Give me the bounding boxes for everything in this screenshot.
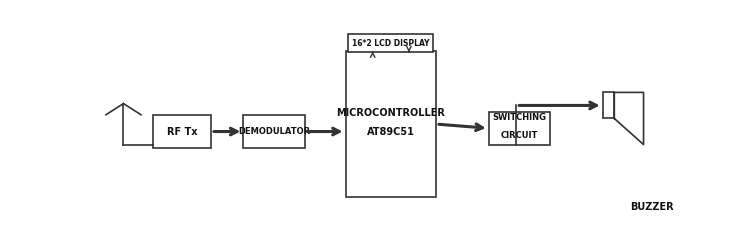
Bar [345,51,436,197]
Text: CIRCUIT: CIRCUIT [501,131,538,140]
Text: DEMODULATOR: DEMODULATOR [238,127,310,136]
Bar [244,115,305,148]
Bar [489,112,550,144]
Text: AT89C51: AT89C51 [367,127,415,136]
Bar [152,115,211,148]
Bar [348,34,433,52]
Text: SWITCHING: SWITCHING [492,113,547,121]
Text: 16*2 LCD DISPLAY: 16*2 LCD DISPLAY [352,38,430,47]
Text: MICROCONTROLLER: MICROCONTROLLER [336,108,446,118]
Text: RF Tx: RF Tx [167,127,197,136]
Text: BUZZER: BUZZER [630,202,674,212]
Bar [602,92,615,119]
